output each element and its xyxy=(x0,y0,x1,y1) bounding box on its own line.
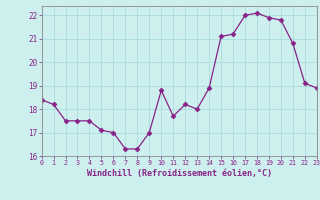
X-axis label: Windchill (Refroidissement éolien,°C): Windchill (Refroidissement éolien,°C) xyxy=(87,169,272,178)
